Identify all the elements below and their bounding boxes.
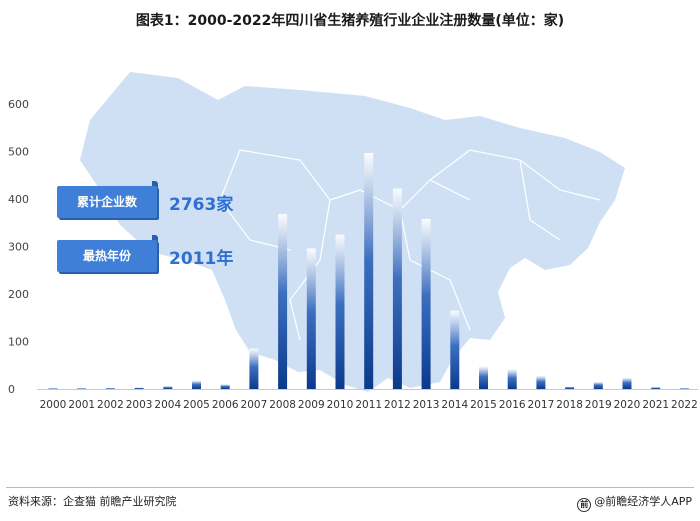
bar-2018 <box>565 386 575 389</box>
callout-label: 最热年份 <box>57 240 157 272</box>
brand-logo-icon: 前 <box>577 498 592 512</box>
y-tick-label: 600 <box>8 98 29 111</box>
bar-2021 <box>651 387 661 389</box>
x-tick-label: 2007 <box>241 399 268 411</box>
y-tick-label: 200 <box>8 288 29 301</box>
x-tick-label: 2022 <box>671 399 698 411</box>
bar-2009 <box>306 248 316 389</box>
bar-2019 <box>593 381 603 389</box>
x-tick-label: 2021 <box>642 399 669 411</box>
bar-2001 <box>77 388 87 389</box>
callout-fold <box>152 235 158 243</box>
y-tick-label: 400 <box>8 193 29 206</box>
x-tick-label: 2005 <box>183 399 210 411</box>
bar-2017 <box>536 375 546 389</box>
x-tick-label: 2003 <box>126 399 153 411</box>
x-tick-label: 2019 <box>585 399 612 411</box>
x-tick-label: 2016 <box>499 399 526 411</box>
callout-value: 2763家 <box>169 195 234 215</box>
x-tick-label: 2010 <box>327 399 354 411</box>
x-tick-label: 2009 <box>298 399 325 411</box>
bar-2015 <box>479 366 488 389</box>
bar-2004 <box>163 386 173 389</box>
x-tick-label: 2017 <box>528 399 555 411</box>
x-axis: 2000 2001 2002 2003 2004 2005 2006 2007 2008 2009… <box>37 389 699 411</box>
bar-2013 <box>421 218 431 389</box>
callout-value: 2011年 <box>169 249 234 269</box>
bar-series <box>48 152 689 389</box>
x-tick-label: 2018 <box>556 399 583 411</box>
sichuan-map-background <box>80 72 625 392</box>
x-tick-label: 2015 <box>470 399 497 411</box>
x-tick-label: 2006 <box>212 399 239 411</box>
callout-label: 累计企业数 <box>57 186 157 218</box>
y-tick-label: 0 <box>8 383 15 396</box>
bar-2010 <box>335 234 345 389</box>
x-tick-label: 2008 <box>269 399 296 411</box>
brand-text: @前瞻经济学人APP <box>594 495 692 508</box>
x-tick-label: 2011 <box>355 399 382 411</box>
x-tick-label: 2002 <box>97 399 124 411</box>
y-axis: 0 100 200 300 400 500 600 <box>8 98 29 396</box>
bar-2007 <box>249 348 259 389</box>
y-tick-label: 100 <box>8 336 29 349</box>
source-note: 资料来源：企查猫 前瞻产业研究院 <box>8 495 177 508</box>
chart-title: 图表1：2000-2022年四川省生猪养殖行业企业注册数量(单位：家) <box>135 13 565 29</box>
x-tick-label: 2020 <box>614 399 641 411</box>
x-tick-label: 2001 <box>68 399 95 411</box>
footer-divider <box>6 487 694 488</box>
bar-2002 <box>105 388 115 389</box>
x-tick-label: 2013 <box>413 399 440 411</box>
bar-2003 <box>134 387 144 389</box>
bar-2012 <box>392 188 402 389</box>
x-tick-label: 2004 <box>154 399 181 411</box>
map-region-borders <box>219 149 601 341</box>
y-tick-label: 300 <box>8 241 29 254</box>
bar-2006 <box>220 384 230 389</box>
x-tick-label: 2000 <box>40 399 67 411</box>
x-tick-label: 2014 <box>441 399 468 411</box>
callout-fold <box>152 181 158 189</box>
bar-2005 <box>192 380 201 389</box>
bar-2008 <box>278 214 288 389</box>
brand-credit: 前 @前瞻经济学人APP <box>577 493 692 512</box>
bar-2016 <box>507 369 517 389</box>
bar-2022 <box>679 388 689 389</box>
bar-2020 <box>622 377 632 389</box>
bar-2000 <box>48 388 58 389</box>
bar-2011 <box>364 152 374 389</box>
x-tick-label: 2012 <box>384 399 411 411</box>
bar-2014 <box>450 310 460 389</box>
y-tick-label: 500 <box>8 146 29 159</box>
